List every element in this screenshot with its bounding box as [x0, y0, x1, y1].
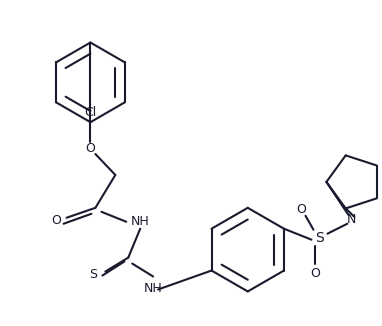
Text: O: O [52, 214, 62, 227]
Text: O: O [86, 141, 96, 155]
Text: S: S [89, 268, 97, 281]
Text: NH: NH [144, 282, 162, 295]
Text: NH: NH [131, 215, 150, 228]
Text: Cl: Cl [84, 106, 97, 119]
Text: N: N [346, 213, 356, 226]
Text: S: S [315, 231, 324, 245]
Text: O: O [296, 203, 306, 216]
Text: O: O [311, 267, 320, 280]
